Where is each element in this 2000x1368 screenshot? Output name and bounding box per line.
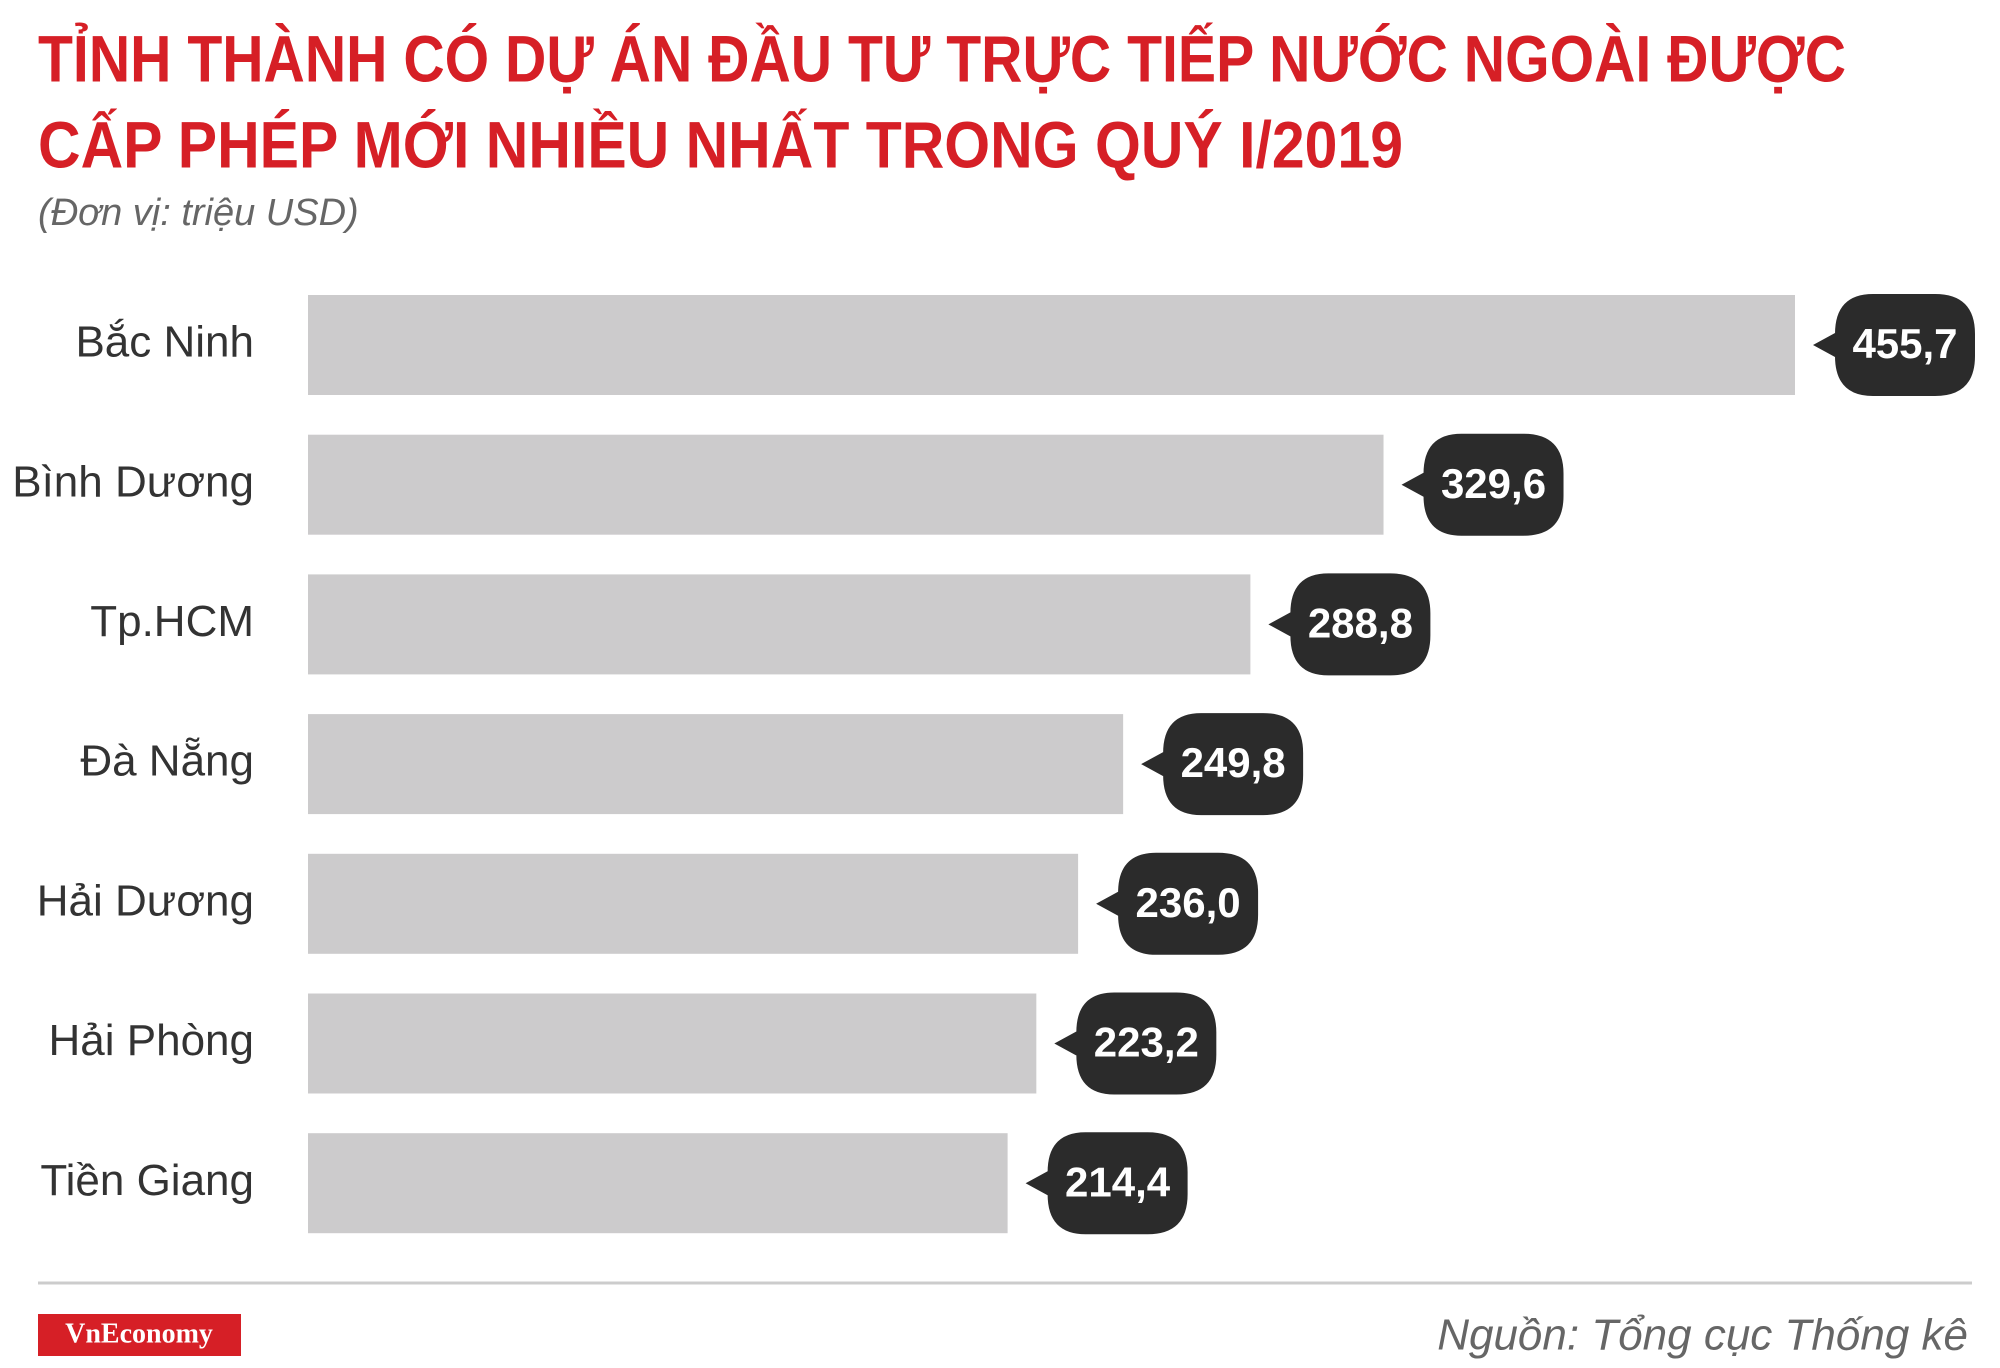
value-label: 223,2 — [1094, 1019, 1199, 1066]
value-label: 249,8 — [1181, 739, 1286, 786]
bar — [308, 574, 1251, 675]
category-label: Bắc Ninh — [75, 318, 254, 367]
value-label: 236,0 — [1136, 879, 1241, 926]
brand: VnEconomy — [65, 1318, 213, 1349]
category-label: Đà Nẵng — [80, 737, 254, 786]
value-label: 455,7 — [1852, 320, 1957, 367]
chart-subtitle: (Đơn vị: triệu USD) — [38, 192, 359, 234]
bar — [308, 853, 1079, 954]
chart-title: CẤP PHÉP MỚI NHIỀU NHẤT TRONG QUÝ I/2019 — [38, 107, 1403, 181]
bar — [308, 993, 1037, 1094]
value-bubble — [1054, 992, 1217, 1095]
category-label: Bình Dương — [12, 457, 254, 506]
source: Nguồn: Tổng cục Thống kê — [1437, 1311, 1968, 1360]
bar — [308, 714, 1124, 815]
value-bubble — [1813, 294, 1975, 396]
value-bubble — [1268, 573, 1431, 676]
brand-box — [38, 1314, 241, 1356]
category-label: Hải Phòng — [49, 1016, 254, 1065]
category-label: Tp.HCM — [90, 597, 254, 646]
category-label: Tiền Giang — [40, 1156, 254, 1205]
bar — [308, 295, 1795, 395]
value-bubble — [1141, 713, 1304, 816]
category-label: Hải Dương — [37, 876, 254, 925]
bar — [308, 1133, 1008, 1234]
value-label: 214,4 — [1065, 1158, 1171, 1205]
value-label: 329,6 — [1441, 460, 1546, 507]
value-bubble — [1025, 1132, 1188, 1235]
bar — [308, 434, 1384, 535]
chart-title: TỈNH THÀNH CÓ DỰ ÁN ĐẦU TƯ TRỰC TIẾP NƯỚ… — [38, 21, 1846, 95]
value-bubble — [1401, 433, 1564, 536]
value-bubble — [1096, 852, 1259, 955]
value-label: 288,8 — [1308, 599, 1413, 646]
